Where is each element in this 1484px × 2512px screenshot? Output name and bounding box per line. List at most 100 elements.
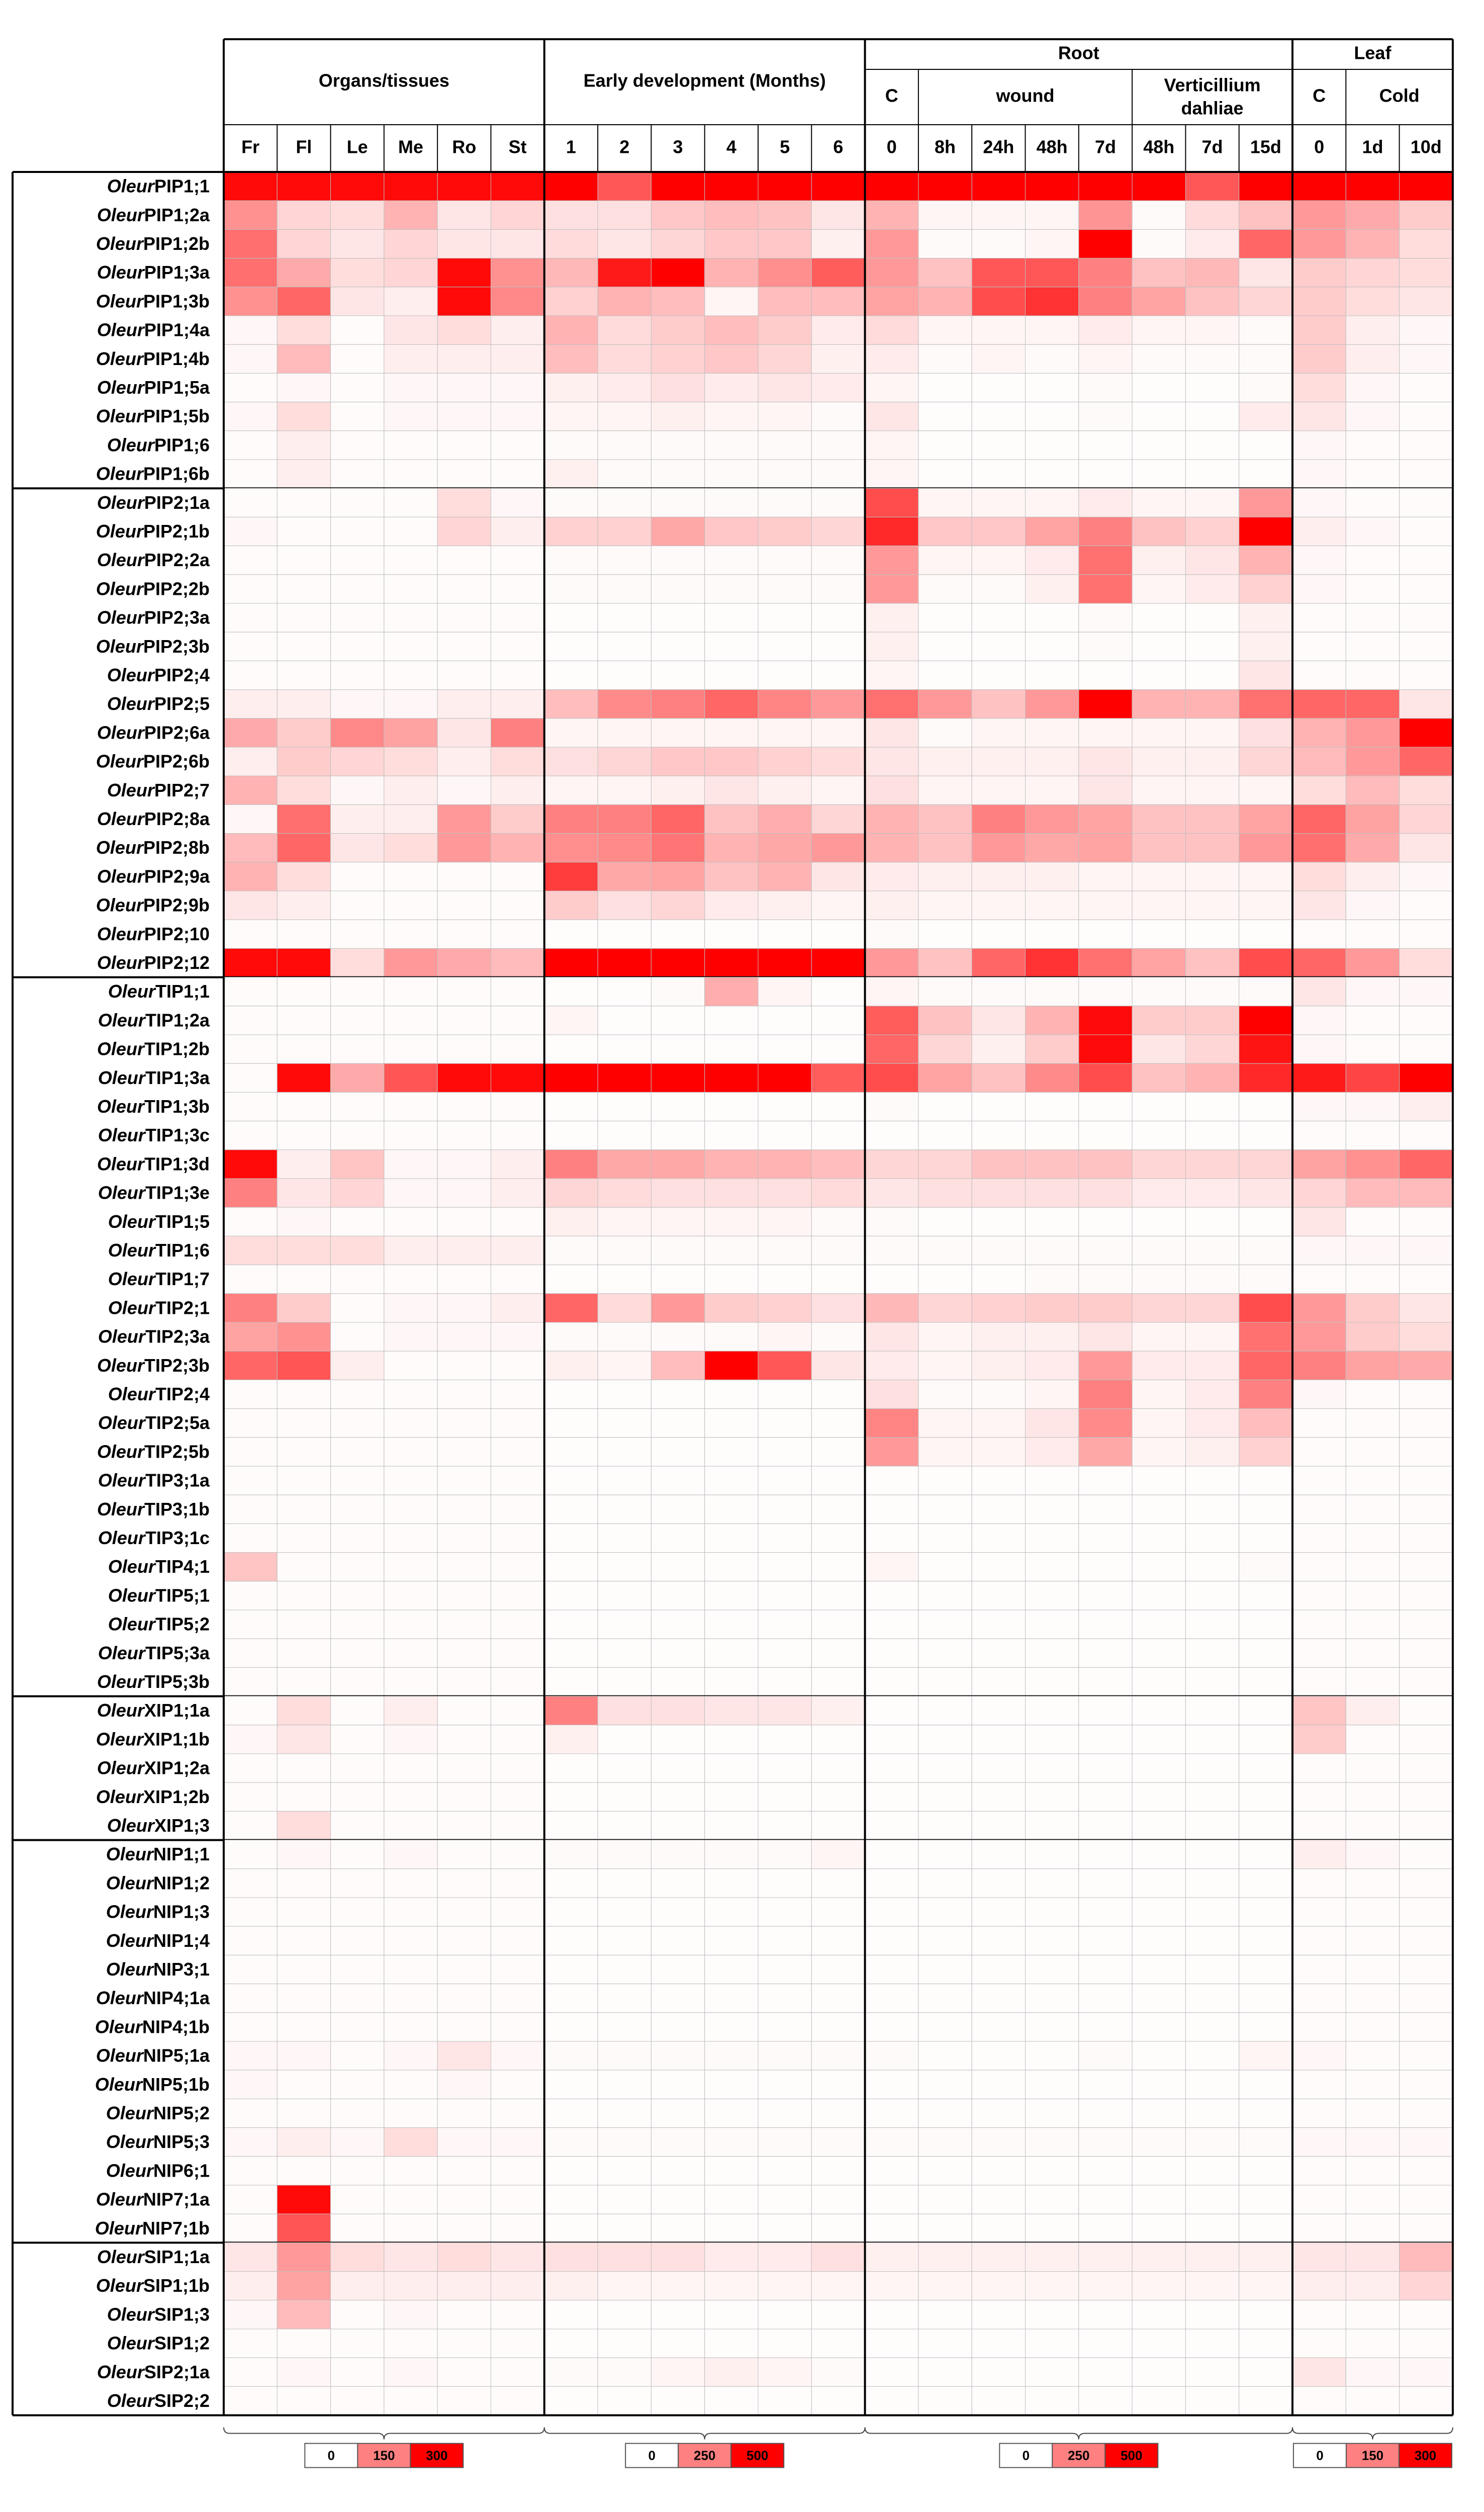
heat-cell [437, 1609, 492, 1639]
heat-cell [276, 315, 331, 345]
heat-cell [384, 804, 438, 834]
heat-cell [865, 775, 919, 805]
row-label-prefix: Oleur [107, 2332, 155, 2353]
heat-cell [704, 2213, 759, 2243]
row-label-prefix: Oleur [108, 1613, 156, 1634]
heat-cell [223, 2185, 277, 2214]
heat-cell [1185, 1322, 1240, 1352]
heat-cell [1185, 1581, 1240, 1610]
heat-cell [918, 488, 972, 517]
heat-cell [276, 488, 331, 517]
heat-cell [918, 1379, 972, 1409]
heat-cell [544, 603, 598, 633]
heat-cell [1345, 833, 1400, 863]
heat-cell [1345, 1897, 1400, 1927]
heat-cell [1025, 1006, 1079, 1035]
column-label: 5 [780, 137, 790, 157]
heat-cell [918, 1638, 972, 1668]
row-label: OleurXIP1;3 [107, 1815, 210, 1836]
heat-cell [865, 2213, 919, 2243]
heat-cell [971, 2213, 1026, 2243]
heat-cell [544, 2357, 598, 2387]
heat-cell [1239, 2041, 1293, 2071]
heat-cell [704, 171, 759, 201]
heat-cell [651, 1178, 705, 1208]
heat-cell [491, 2156, 545, 2186]
heat-cell [276, 1437, 331, 1467]
heat-cell [865, 603, 919, 633]
heat-cell [758, 804, 812, 834]
heat-cell [758, 488, 812, 517]
heat-cell [544, 689, 598, 719]
heat-cell [1292, 1034, 1346, 1064]
heat-cell [1132, 2213, 1186, 2243]
heat-cell [1399, 2242, 1453, 2272]
heat-cell [918, 747, 972, 776]
heat-cell [1292, 1581, 1346, 1610]
heat-cell [1185, 1954, 1240, 1985]
heat-cell [971, 1667, 1026, 1697]
heat-cell [597, 1121, 652, 1150]
row-label-gene: XIP1;1a [144, 1700, 210, 1721]
heat-cell [1078, 488, 1133, 517]
heat-cell [1292, 315, 1346, 345]
heat-cell [1185, 1609, 1240, 1639]
heat-cell [651, 1121, 705, 1150]
row-label-gene: TIP1;2b [144, 1038, 210, 1059]
heat-cell [811, 402, 866, 431]
heat-cell [1345, 1984, 1400, 2013]
heat-cell [1292, 1235, 1346, 1266]
row-label-prefix: Oleur [96, 1988, 144, 2008]
heat-cell [918, 1092, 972, 1122]
heat-cell [1132, 1638, 1186, 1668]
row-label: OleurXIP1;1a [97, 1700, 210, 1721]
heat-cell [437, 2041, 492, 2071]
row-label-prefix: Oleur [96, 2189, 144, 2209]
heat-cell [276, 1552, 331, 1582]
heat-cell [1132, 200, 1186, 230]
row-label: OleurPIP1;4a [97, 319, 210, 340]
heat-cell [276, 1897, 331, 1927]
heat-cell [704, 1466, 759, 1495]
heat-cell [758, 2012, 812, 2042]
row-label-prefix: Oleur [96, 521, 144, 542]
heat-cell [651, 1293, 705, 1323]
heat-cell [437, 1006, 492, 1035]
heat-cell [491, 1954, 545, 1985]
heat-cell [1399, 1437, 1453, 1467]
heat-cell [223, 1265, 277, 1294]
heat-cell [918, 1954, 972, 1985]
heat-cell [1292, 1149, 1346, 1179]
heat-cell [1239, 2213, 1293, 2243]
column-label: Le [347, 137, 368, 157]
heat-cell [384, 488, 438, 517]
heat-cell [651, 660, 705, 690]
heat-cell [651, 1034, 705, 1064]
heat-cell [544, 1753, 598, 1783]
heat-cell [758, 1638, 812, 1668]
row-label: OleurNIP6;1 [106, 2160, 210, 2181]
row-label-prefix: Oleur [97, 866, 145, 886]
heat-cell [223, 2271, 277, 2301]
heat-cell [276, 1696, 331, 1726]
heat-cell [597, 1466, 652, 1495]
heat-cell [971, 747, 1026, 776]
heat-cell [918, 1034, 972, 1064]
heat-cell [1132, 1351, 1186, 1380]
heat-cell [811, 2300, 866, 2329]
heat-cell [491, 1811, 545, 1841]
heat-cell [651, 2357, 705, 2387]
heat-cell [223, 258, 277, 288]
heat-cell [1078, 632, 1133, 661]
row-label: OleurPIP2;6b [96, 751, 210, 771]
row-label-prefix: Oleur [108, 1585, 156, 1605]
heat-cell [544, 2098, 598, 2128]
heat-cell [1239, 833, 1293, 863]
heat-cell [918, 1581, 972, 1610]
heat-cell [758, 1121, 812, 1150]
heat-cell [1185, 1149, 1240, 1179]
heat-cell [1185, 171, 1240, 201]
heat-cell [918, 977, 972, 1007]
heat-cell [1399, 516, 1453, 547]
heat-cell [1345, 546, 1400, 575]
